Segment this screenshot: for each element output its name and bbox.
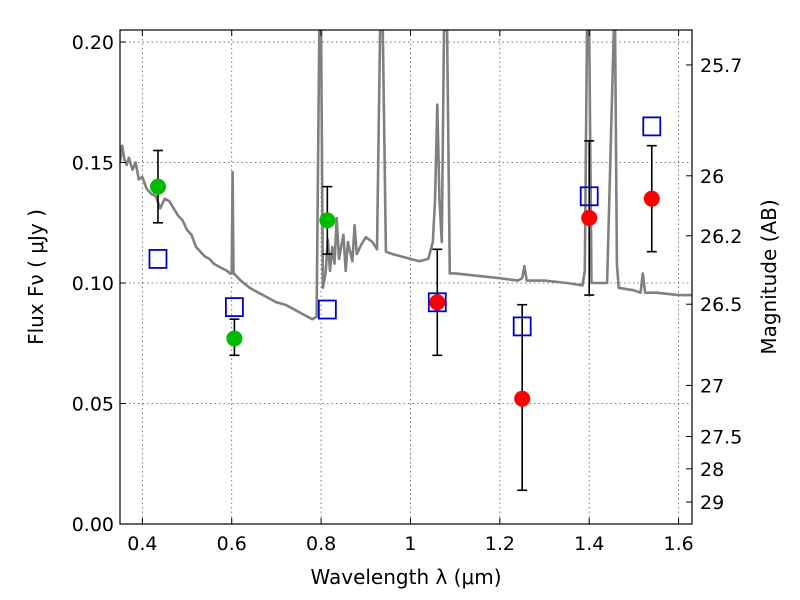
model-flux-square bbox=[427, 292, 447, 313]
right-tick-label: 29 bbox=[700, 492, 724, 514]
spectrum-layer bbox=[120, 30, 692, 321]
x-tick-label: 1.4 bbox=[574, 533, 604, 555]
axis-ticks bbox=[120, 30, 692, 525]
right-tick-label: 26 bbox=[700, 166, 724, 188]
green-data-point bbox=[226, 330, 243, 347]
right-tick-label: 28 bbox=[700, 459, 724, 481]
x-tick-label: 1.2 bbox=[485, 533, 515, 555]
model-flux-square bbox=[148, 249, 168, 269]
red-data-point bbox=[581, 209, 598, 226]
right-tick-label: 26.5 bbox=[700, 294, 742, 316]
green-data-point bbox=[149, 178, 166, 195]
x-tick-label: 1.6 bbox=[663, 533, 693, 555]
right-tick-label: 25.7 bbox=[700, 55, 742, 77]
right-tick-label: 26.2 bbox=[700, 226, 742, 248]
green-data-point bbox=[319, 212, 336, 229]
model-flux-square bbox=[642, 116, 662, 137]
y-tick-label: 0.05 bbox=[72, 394, 114, 416]
model-flux-square bbox=[317, 299, 337, 320]
x-tick-label: 1 bbox=[404, 533, 416, 555]
red-data-point bbox=[514, 390, 531, 407]
model-flux-square bbox=[224, 297, 244, 318]
plot-frame bbox=[119, 29, 693, 525]
x-axis-label: Wavelength λ (μm) bbox=[310, 565, 501, 589]
right-axis-label: Magnitude (AB) bbox=[757, 199, 781, 354]
marker-layer bbox=[148, 116, 662, 407]
y-tick-label: 0.20 bbox=[72, 32, 114, 54]
model-spectrum-line bbox=[120, 30, 692, 321]
x-tick-label: 0.4 bbox=[127, 533, 157, 555]
x-tick-label: 0.6 bbox=[217, 533, 247, 555]
y-tick-label: 0.10 bbox=[72, 273, 114, 295]
x-tick-label: 0.8 bbox=[306, 533, 336, 555]
right-tick-label: 27.5 bbox=[700, 427, 742, 449]
model-flux-square bbox=[579, 186, 599, 207]
red-data-point bbox=[643, 190, 660, 207]
tick-labels: 0.4 0.6 0.8 1 1.2 1.4 1.6 0.00 0.05 0.10 0.15 0.20 2… bbox=[72, 32, 743, 555]
right-tick-label: 27 bbox=[700, 375, 724, 397]
model-flux-square bbox=[512, 316, 532, 337]
y-tick-label: 0.00 bbox=[72, 514, 114, 536]
red-data-point bbox=[429, 294, 446, 311]
y-tick-label: 0.15 bbox=[72, 153, 114, 175]
y-axis-label: Flux Fν ( μJy ) bbox=[24, 209, 48, 345]
